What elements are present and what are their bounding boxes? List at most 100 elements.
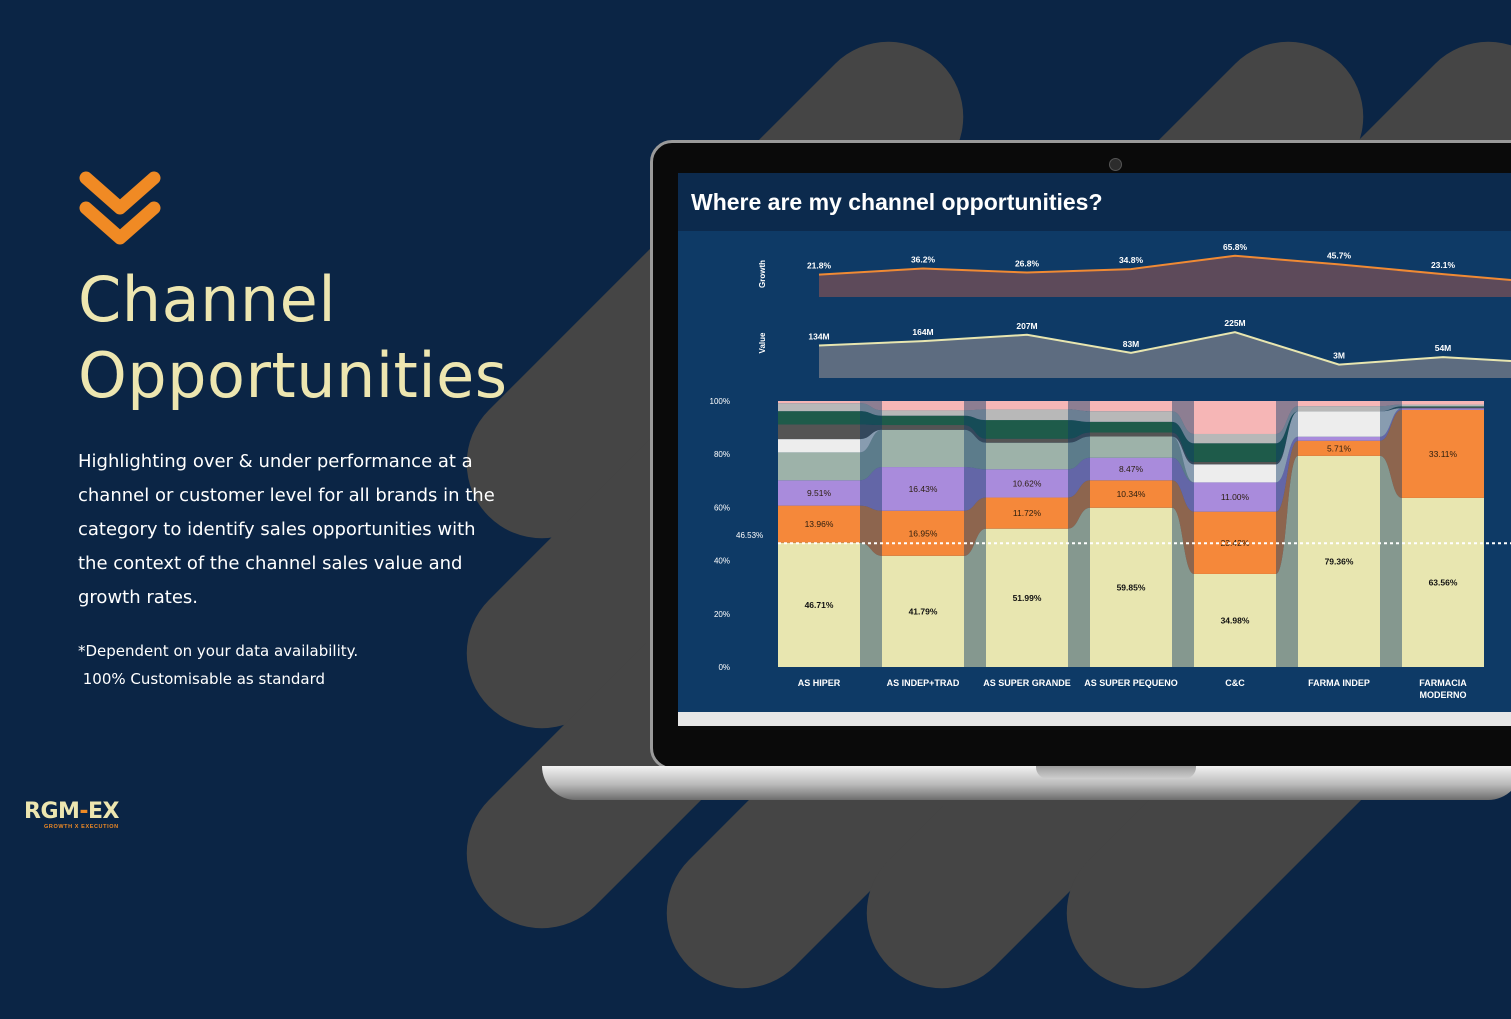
bar-segment bbox=[1194, 573, 1276, 667]
bar-segment bbox=[1298, 436, 1380, 441]
value-data-label: 134M bbox=[808, 331, 829, 341]
ribbon bbox=[860, 411, 882, 426]
bar-segment bbox=[882, 555, 964, 667]
bar-segment bbox=[1090, 421, 1172, 433]
ribbon bbox=[964, 401, 986, 411]
ribbon bbox=[1172, 401, 1194, 434]
ribbon bbox=[1276, 440, 1298, 574]
bar-data-label: 10.62% bbox=[1013, 478, 1042, 488]
ribbon bbox=[1380, 455, 1402, 667]
bar-segment bbox=[1090, 507, 1172, 667]
bar-data-label: 79.36% bbox=[1325, 556, 1354, 566]
value-line bbox=[818, 331, 1511, 366]
bar-data-label: 59.85% bbox=[1117, 582, 1146, 592]
page-title: Channel Opportunities bbox=[78, 262, 508, 414]
title-line: Opportunities bbox=[78, 339, 508, 412]
ribbon bbox=[1276, 411, 1298, 462]
bar-segment bbox=[1090, 480, 1172, 508]
bar-segment bbox=[1298, 411, 1380, 437]
growth-data-label: 45.7% bbox=[1327, 250, 1352, 260]
value-data-label: 54M bbox=[1435, 343, 1452, 353]
bar-segment bbox=[778, 452, 860, 481]
bar-segment bbox=[1090, 457, 1172, 481]
growth-data-label: 36.2% bbox=[911, 254, 936, 264]
bar-data-label: 5.71% bbox=[1327, 443, 1352, 453]
category-label: FARMACIA bbox=[1419, 678, 1467, 688]
ribbon bbox=[1172, 457, 1194, 512]
bar-segment bbox=[778, 439, 860, 453]
bar-segment bbox=[986, 442, 1068, 470]
category-label: MODERNO bbox=[1420, 690, 1467, 700]
ribbon bbox=[964, 409, 986, 421]
ribbon bbox=[1172, 480, 1194, 574]
bar-segment bbox=[778, 542, 860, 667]
ribbon bbox=[1172, 436, 1194, 483]
ribbon bbox=[1068, 409, 1090, 422]
ribbon bbox=[1068, 401, 1090, 412]
ribbon bbox=[1276, 406, 1298, 444]
footnote-line: *Dependent on your data availability. bbox=[78, 642, 359, 660]
category-label: AS SUPER PEQUENO bbox=[1084, 678, 1178, 688]
value-data-label: 207M bbox=[1016, 321, 1037, 331]
ribbon bbox=[1068, 432, 1090, 443]
bar-segment bbox=[1090, 401, 1172, 412]
bar-segment bbox=[778, 411, 860, 425]
y-tick-label: 80% bbox=[714, 450, 730, 459]
bar-segment bbox=[1194, 433, 1276, 444]
footnote-line: 100% Customisable as standard bbox=[78, 670, 326, 688]
bar-segment bbox=[1298, 401, 1380, 407]
bar-data-label: 33.11% bbox=[1429, 449, 1458, 459]
bar-segment bbox=[1298, 440, 1380, 456]
bar-segment bbox=[882, 510, 964, 556]
dashboard-title: Where are my channel opportunities? bbox=[691, 189, 1103, 215]
bar-data-label: 13.96% bbox=[805, 519, 834, 529]
ribbon bbox=[1380, 408, 1402, 441]
ribbon bbox=[860, 542, 882, 667]
ribbon bbox=[1068, 457, 1090, 498]
bar-segment bbox=[1194, 464, 1276, 483]
bar-segment bbox=[1194, 443, 1276, 462]
bar-segment bbox=[1402, 408, 1484, 410]
ribbon bbox=[860, 467, 882, 511]
bar-segment bbox=[1402, 409, 1484, 498]
ribbon bbox=[1172, 421, 1194, 462]
value-area bbox=[819, 332, 1511, 378]
bar-segment bbox=[778, 401, 860, 404]
y-tick-label: 100% bbox=[710, 397, 730, 406]
y-tick-label: 0% bbox=[718, 663, 730, 672]
bar-data-label: 41.79% bbox=[909, 606, 938, 616]
laptop-base bbox=[542, 766, 1511, 800]
bar-segment bbox=[1194, 461, 1276, 465]
bar-data-label: 51.99% bbox=[1013, 593, 1042, 603]
growth-data-label: 34.8% bbox=[1119, 255, 1144, 265]
dashboard-header: Where are my channel opportunities? bbox=[678, 173, 1511, 231]
camera-icon bbox=[1109, 158, 1122, 171]
ribbon bbox=[860, 429, 882, 453]
category-label: AS SUPER GRANDE bbox=[983, 678, 1071, 688]
ribbon bbox=[860, 401, 882, 411]
bar-data-label: 9.51% bbox=[807, 488, 832, 498]
ribbon bbox=[1068, 436, 1090, 470]
bar-data-label: 10.34% bbox=[1117, 489, 1146, 499]
ribbon bbox=[964, 415, 986, 439]
footnote: *Dependent on your data availability. 10… bbox=[78, 637, 358, 693]
ribbon bbox=[1068, 420, 1090, 439]
bar-segment bbox=[986, 438, 1068, 443]
screen-scrollbar[interactable] bbox=[678, 712, 1511, 726]
bar-segment bbox=[986, 420, 1068, 439]
y-tick-label: 20% bbox=[714, 610, 730, 619]
ribbon bbox=[1276, 411, 1298, 483]
growth-axis-label: Growth bbox=[758, 260, 767, 288]
bar-segment bbox=[882, 401, 964, 411]
value-axis-label: Value bbox=[758, 332, 767, 353]
value-data-label: 83M bbox=[1123, 339, 1140, 349]
bar-segment bbox=[1402, 401, 1484, 405]
ribbon bbox=[860, 429, 882, 481]
ribbon bbox=[964, 425, 986, 443]
bar-segment bbox=[1402, 407, 1484, 409]
ribbon bbox=[1380, 409, 1402, 498]
growth-data-label: 26.8% bbox=[1015, 259, 1040, 269]
growth-line bbox=[818, 254, 1511, 281]
bar-data-label: 11.00% bbox=[1221, 492, 1250, 502]
bar-segment bbox=[986, 497, 1068, 529]
